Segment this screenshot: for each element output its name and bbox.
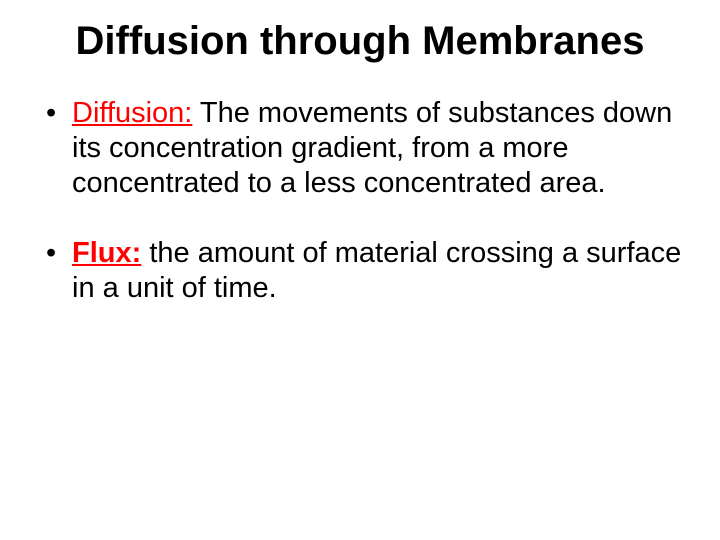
definition-text: the amount of material crossing a surfac…	[72, 237, 681, 304]
slide-title: Diffusion through Membranes	[36, 18, 684, 64]
list-item: Flux: the amount of material crossing a …	[36, 236, 684, 306]
bullet-list: Diffusion: The movements of substances d…	[36, 96, 684, 306]
term-flux: Flux:	[72, 237, 141, 269]
list-item: Diffusion: The movements of substances d…	[36, 96, 684, 200]
term-diffusion: Diffusion:	[72, 97, 192, 129]
slide: Diffusion through Membranes Diffusion: T…	[0, 0, 720, 540]
